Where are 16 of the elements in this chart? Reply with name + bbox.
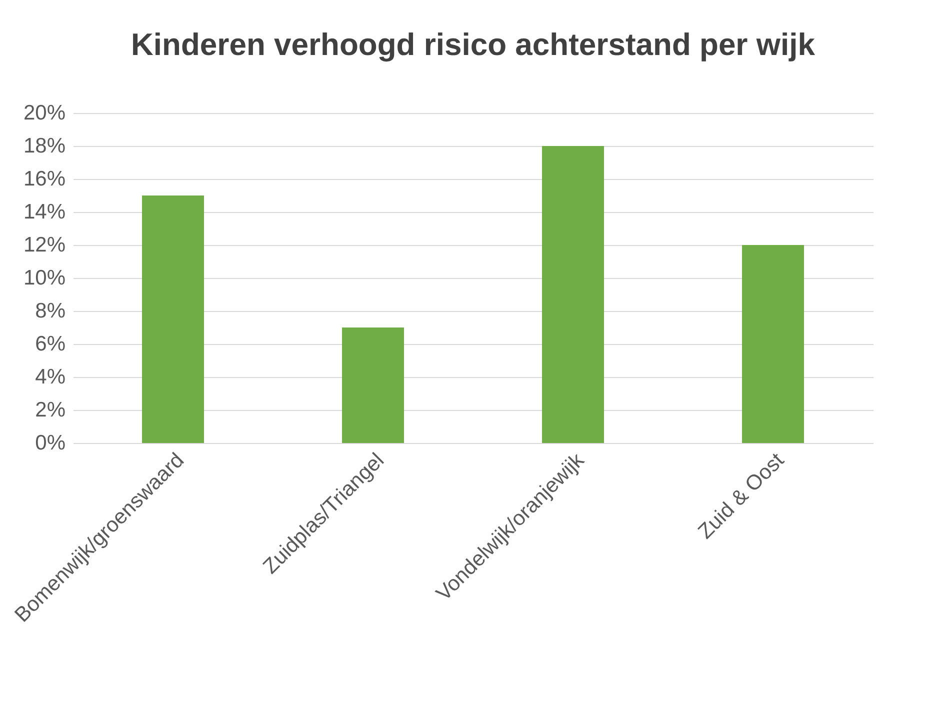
y-tick-label: 6% <box>35 332 66 356</box>
bar <box>142 196 204 443</box>
bar <box>542 146 604 443</box>
y-tick-label: 0% <box>35 432 66 454</box>
y-tick-label: 8% <box>35 300 66 322</box>
y-tick-label: 2% <box>35 398 66 422</box>
y-tick-label: 12% <box>23 234 66 256</box>
y-tick-label: 14% <box>23 200 66 224</box>
y-tick-label: 20% <box>23 102 66 124</box>
bar <box>742 245 804 443</box>
y-tick-label: 4% <box>35 366 66 388</box>
y-tick-label: 18% <box>23 134 66 158</box>
bar <box>342 328 404 443</box>
y-tick-label: 16% <box>23 168 66 190</box>
chart-title: Kinderen verhoogd risico achterstand per wijk <box>131 27 816 62</box>
y-tick-label: 10% <box>23 266 66 290</box>
